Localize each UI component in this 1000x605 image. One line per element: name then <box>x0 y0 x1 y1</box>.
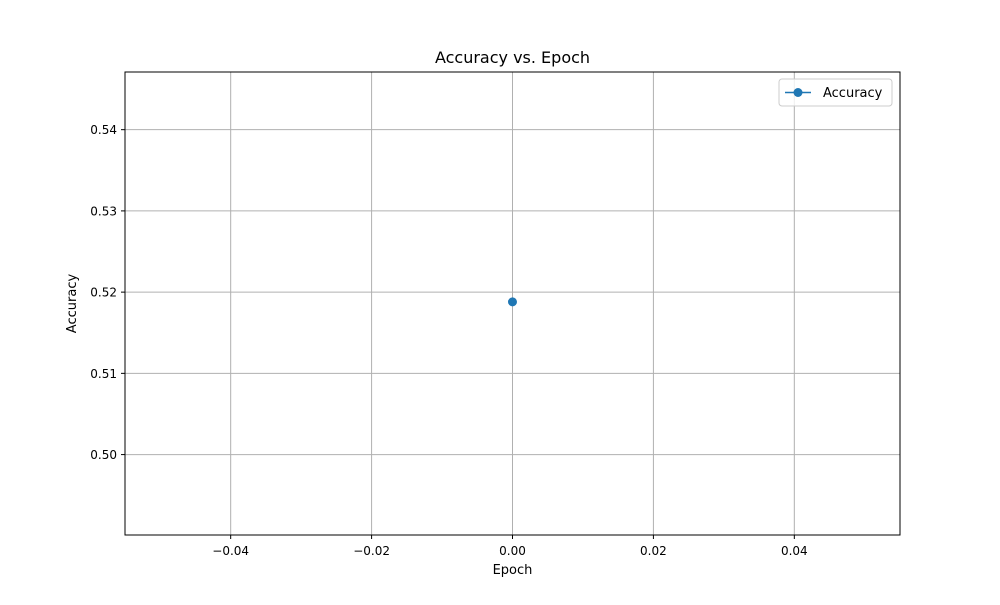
x-tick-label: 0.02 <box>640 544 667 558</box>
legend-box <box>778 78 893 107</box>
x-tick-label: −0.04 <box>212 544 249 558</box>
y-tick-label: 0.50 <box>90 448 117 462</box>
series-layer <box>508 297 517 307</box>
legend-marker-swatch <box>793 88 803 97</box>
data-point <box>508 297 517 307</box>
y-tick-label: 0.53 <box>90 204 117 218</box>
x-tick-label: −0.02 <box>353 544 390 558</box>
ticks: −0.04 −0.02 0.00 0.02 0.04 0.50 0.51 0.52 0.53 0.… <box>90 123 807 558</box>
x-tick-label: 0.04 <box>781 544 808 558</box>
y-axis-label: Accuracy <box>65 274 80 334</box>
chart-title: Accuracy vs. Epoch <box>435 48 590 67</box>
legend-entry-label: Accuracy <box>823 86 883 101</box>
x-tick-label: 0.00 <box>499 544 526 558</box>
y-tick-label: 0.52 <box>90 286 117 300</box>
legend: Accuracy <box>778 78 893 107</box>
y-tick-label: 0.51 <box>90 367 117 381</box>
x-axis-label: Epoch <box>493 563 533 578</box>
y-tick-label: 0.54 <box>90 123 117 137</box>
